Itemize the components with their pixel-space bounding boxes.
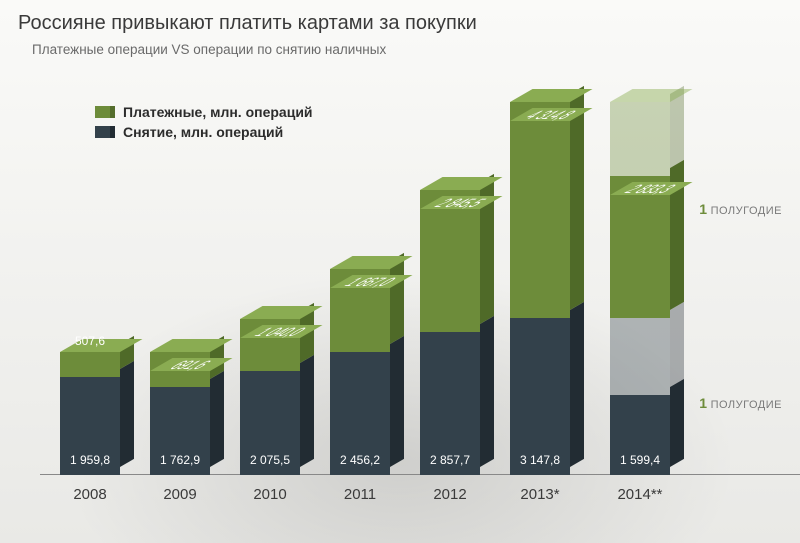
chart-title: Россияне привыкают платить картами за по…	[18, 12, 477, 35]
value-withdraw: 2 857,7	[420, 453, 480, 467]
seg-payments: 2 833,3	[610, 176, 670, 318]
seg-withdraw: 1 599,4	[610, 395, 670, 475]
chart-area: 1ПОЛУГОДИЕ 1ПОЛУГОДИЕ 1 959,8507,620081 …	[40, 85, 770, 510]
seg-payments: 1 667,0	[330, 269, 390, 352]
half-year-label-bottom: 1ПОЛУГОДИЕ	[699, 395, 782, 411]
xlabel: 2010	[240, 486, 300, 503]
value-withdraw: 1 599,4	[610, 453, 670, 467]
seg-payments: 507,6	[60, 352, 120, 377]
value-withdraw: 2 075,5	[240, 453, 300, 467]
value-payments: 507,6	[60, 334, 120, 348]
seg-payments: 691,6	[150, 352, 210, 387]
xlabel: 2013*	[510, 486, 570, 503]
seg-withdraw: 1 762,9	[150, 387, 210, 475]
value-withdraw: 1 762,9	[150, 453, 210, 467]
xlabel: 2011	[330, 486, 390, 503]
xlabel: 2014**	[610, 486, 670, 503]
chart-subtitle: Платежные операции VS операции по снятию…	[32, 42, 386, 57]
seg-withdraw: 2 857,7	[420, 332, 480, 475]
xlabel: 2009	[150, 486, 210, 503]
xlabel: 2012	[420, 486, 480, 503]
seg-payments: 1 040,0	[240, 319, 300, 371]
value-withdraw: 2 456,2	[330, 453, 390, 467]
value-withdraw: 3 147,8	[510, 453, 570, 467]
value-withdraw: 1 959,8	[60, 453, 120, 467]
seg-withdraw: 3 147,8	[510, 318, 570, 475]
half-year-label-top: 1ПОЛУГОДИЕ	[699, 201, 782, 217]
seg-withdraw: 2 456,2	[330, 352, 390, 475]
seg-withdraw-ghost	[610, 318, 670, 395]
seg-payments: 2 845,5	[420, 190, 480, 332]
seg-payments: 4 314,8	[510, 102, 570, 318]
seg-withdraw: 2 075,5	[240, 371, 300, 475]
seg-payments-ghost	[610, 102, 670, 176]
xlabel: 2008	[60, 486, 120, 503]
seg-withdraw: 1 959,8	[60, 377, 120, 475]
